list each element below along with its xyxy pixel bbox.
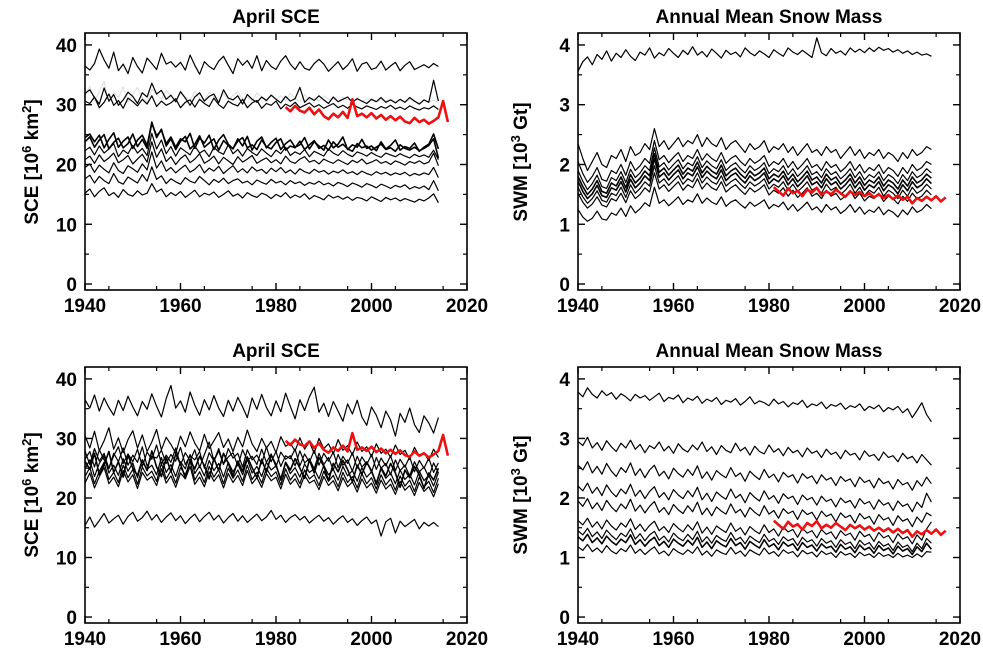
x-tick-label: 1960	[652, 629, 694, 650]
x-tick-label: 2000	[843, 629, 885, 650]
panel-april-sce-bottom: April SCE SCE [106 km2] 1940 1960 1980 2000…	[19, 341, 489, 650]
plot-frame	[84, 366, 468, 624]
y-axis-label: SWM [103 Gt]	[508, 435, 533, 554]
x-tick-label: 1960	[652, 296, 694, 317]
y-tick-label: 20	[56, 155, 77, 176]
series-line-0	[577, 387, 932, 423]
series-line-6	[577, 165, 932, 204]
x-tick-label: 2000	[350, 629, 392, 650]
plot-area: 1940 1960 1980 2000 2020 0 1 2 3 4	[557, 366, 981, 650]
series-line-1	[577, 128, 932, 172]
series-line-7	[577, 533, 933, 556]
y-tick-label: 30	[56, 429, 77, 450]
series-line-5	[84, 460, 439, 494]
panel-annual-mean-snow-mass-bottom: Annual Mean Snow Mass SWM [103 Gt] 1940 1…	[508, 341, 982, 650]
series-line-3	[84, 446, 439, 478]
series-line-5	[84, 121, 440, 159]
series-line-8	[84, 151, 439, 178]
series-line-4	[577, 498, 932, 528]
y-tick-label: 2	[559, 155, 570, 176]
y-tick-label: 30	[56, 96, 77, 117]
x-tick-label: 1940	[557, 296, 599, 317]
series-line-6	[577, 527, 932, 553]
panel-title: April SCE	[232, 7, 320, 28]
y-axis-label: SCE [106 km2]	[19, 99, 44, 224]
series-line-0	[84, 48, 439, 75]
series-line-5	[577, 157, 932, 200]
y-tick-label: 40	[56, 370, 77, 391]
x-tick-label: 1980	[748, 629, 790, 650]
series-line-8	[84, 509, 439, 537]
series-line-7	[84, 450, 440, 490]
y-tick-label: 40	[56, 36, 77, 57]
series-line-2	[577, 140, 932, 183]
panel-annual-mean-snow-mass-top: Annual Mean Snow Mass SWM [103 Gt] 1940 1…	[508, 7, 982, 317]
plot-area: 1940 1960 1980 2000 2020 0 1 2 3 4	[557, 32, 981, 317]
y-tick-label: 4	[559, 36, 570, 57]
x-tick-label: 1980	[748, 296, 790, 317]
observed-series-line	[772, 186, 947, 205]
x-tick-label: 2020	[446, 296, 488, 317]
x-tick-label: 1940	[64, 296, 106, 317]
y-axis-label: SWM [103 Gt]	[508, 102, 533, 221]
x-tick-label: 1980	[255, 629, 297, 650]
series-line-4	[577, 152, 932, 196]
series-line-3	[84, 93, 439, 111]
series-line-0	[84, 384, 439, 437]
series-line-6	[84, 132, 439, 160]
series-line-10	[84, 183, 439, 203]
panel-april-sce-top: April SCE SCE [106 km2] 1940 1960 1980 2000…	[19, 7, 489, 317]
series-line-2	[84, 79, 439, 106]
x-tick-label: 1940	[557, 629, 599, 650]
y-tick-label: 2	[559, 489, 570, 510]
y-tick-label: 3	[559, 429, 570, 450]
series-line-1	[577, 436, 932, 466]
panel-title: Annual Mean Snow Mass	[656, 341, 883, 362]
series-line-7	[84, 141, 439, 166]
y-axis-label: SCE [106 km2]	[19, 432, 44, 557]
x-tick-label: 2000	[843, 296, 885, 317]
y-tick-label: 1	[559, 549, 570, 570]
x-tick-label: 1960	[159, 629, 201, 650]
panel-title: April SCE	[232, 341, 320, 362]
x-tick-label: 2000	[350, 296, 392, 317]
x-tick-label: 1980	[255, 296, 297, 317]
y-tick-label: 10	[56, 215, 77, 236]
y-tick-label: 3	[559, 96, 570, 117]
y-tick-label: 1	[559, 215, 570, 236]
series-line-1	[84, 427, 439, 462]
series-line-8	[577, 186, 932, 222]
series-line-1	[84, 80, 439, 104]
y-tick-label: 10	[56, 549, 77, 570]
y-tick-label: 4	[559, 370, 570, 391]
plot-area: 1940 1960 1980 2000 2020 0 10 20 30 40	[56, 366, 488, 650]
x-tick-label: 1940	[64, 629, 106, 650]
observed-series-line	[284, 98, 450, 126]
series-line-8	[577, 543, 932, 559]
observed-series-line	[772, 519, 947, 539]
y-tick-label: 0	[66, 608, 77, 629]
x-tick-label: 2020	[939, 296, 981, 317]
x-tick-label: 2020	[939, 629, 981, 650]
plot-area: 1940 1960 1980 2000 2020 0 10 20 30 40	[56, 32, 488, 317]
y-tick-label: 0	[559, 608, 570, 629]
series-line-7	[577, 172, 932, 209]
plot-frame	[577, 32, 961, 291]
series-line-9	[84, 166, 439, 192]
series-line-6	[84, 465, 439, 498]
series-line-3	[577, 147, 932, 191]
series-line-5	[577, 517, 932, 545]
y-tick-label: 0	[559, 275, 570, 296]
y-tick-label: 0	[66, 275, 77, 296]
series-line-2	[577, 461, 932, 491]
x-tick-label: 1960	[159, 296, 201, 317]
y-tick-label: 20	[56, 489, 77, 510]
x-tick-label: 2020	[446, 629, 488, 650]
observed-series-line	[284, 431, 450, 459]
panel-title: Annual Mean Snow Mass	[656, 7, 883, 28]
series-line-3	[577, 482, 932, 513]
series-line-0	[577, 37, 932, 72]
